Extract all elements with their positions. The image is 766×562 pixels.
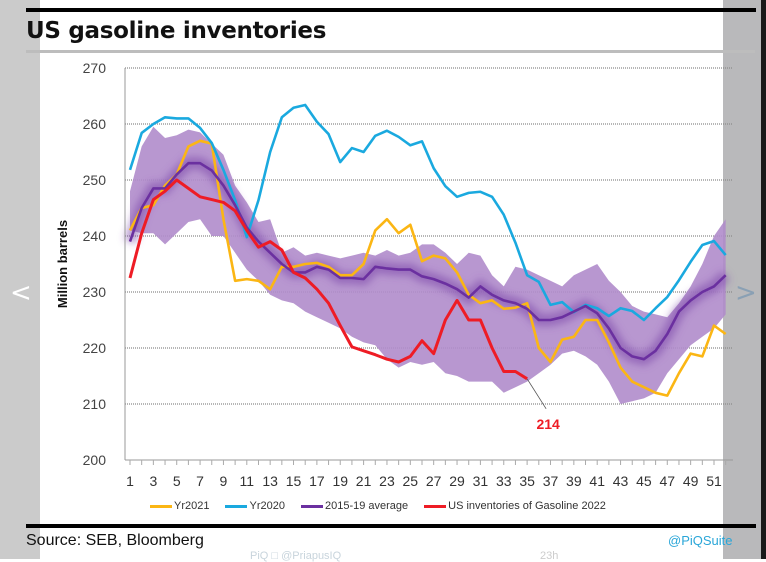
- x-tick-label: 51: [706, 473, 722, 489]
- x-tick-label: 15: [286, 473, 302, 489]
- legend-item-yr2020: Yr2020: [225, 499, 284, 513]
- y-tick-label: 220: [83, 340, 107, 356]
- x-tick-label: 27: [426, 473, 442, 489]
- annotation: 214: [527, 379, 560, 432]
- x-tick-label: 47: [659, 473, 675, 489]
- x-tick-label: 3: [149, 473, 157, 489]
- y-tick-label: 250: [83, 172, 107, 188]
- source-text: Source: SEB, Bloomberg: [26, 531, 204, 550]
- legend-item-yr2021: Yr2021: [150, 499, 209, 513]
- x-tick-label: 41: [589, 473, 605, 489]
- credit-link[interactable]: @PiQSuite: [668, 533, 733, 549]
- x-tick-label: 9: [220, 473, 228, 489]
- y-tick-label: 200: [83, 452, 107, 468]
- x-tick-label: 1: [126, 473, 134, 489]
- chevron-right-icon[interactable]: >: [735, 278, 757, 308]
- legend-label: 2015-19 average: [325, 499, 408, 513]
- x-tick-label: 35: [519, 473, 535, 489]
- x-tick-label: 31: [473, 473, 489, 489]
- legend-item-average: 2015-19 average: [301, 499, 408, 513]
- y-tick-label: 270: [83, 60, 107, 76]
- legend-item-2022: US inventories of Gasoline 2022: [424, 499, 606, 513]
- faint-overlay-text: PiQ □ @PriapusIQ: [250, 550, 341, 562]
- legend-swatch: [424, 505, 446, 508]
- x-tick-label: 7: [196, 473, 204, 489]
- legend-swatch: [301, 505, 323, 508]
- x-tick-label: 13: [262, 473, 278, 489]
- x-tick-label: 17: [309, 473, 325, 489]
- x-tick-label: 49: [683, 473, 699, 489]
- x-tick-label: 11: [240, 473, 255, 489]
- y-tick-label: 240: [83, 228, 107, 244]
- chevron-left-icon[interactable]: <: [10, 278, 32, 308]
- faint-timestamp: 23h: [540, 550, 558, 562]
- legend-swatch: [225, 505, 247, 508]
- x-tick-label: 25: [403, 473, 419, 489]
- x-tick-label: 45: [636, 473, 652, 489]
- legend-swatch: [150, 505, 172, 508]
- x-tick-label: 37: [543, 473, 559, 489]
- x-tick-label: 5: [173, 473, 181, 489]
- y-tick-label: 230: [83, 284, 107, 300]
- y-tick-label: 210: [83, 396, 107, 412]
- bottom-rule: [26, 524, 756, 528]
- legend: Yr2021 Yr2020 2015-19 average US invento…: [150, 499, 606, 513]
- x-tick-label: 19: [332, 473, 348, 489]
- x-tick-label: 33: [496, 473, 512, 489]
- x-tick-label: 43: [613, 473, 629, 489]
- y-axis-label: Million barrels: [55, 199, 71, 329]
- legend-label: Yr2020: [249, 499, 284, 513]
- x-tick-label: 29: [449, 473, 465, 489]
- y-tick-label: 260: [83, 116, 107, 132]
- x-tick-label: 23: [379, 473, 395, 489]
- range-band: [130, 127, 726, 404]
- x-tick-label: 39: [566, 473, 582, 489]
- annotation-label: 214: [536, 416, 560, 432]
- legend-label: US inventories of Gasoline 2022: [448, 499, 606, 513]
- legend-label: Yr2021: [174, 499, 209, 513]
- x-tick-label: 21: [356, 473, 372, 489]
